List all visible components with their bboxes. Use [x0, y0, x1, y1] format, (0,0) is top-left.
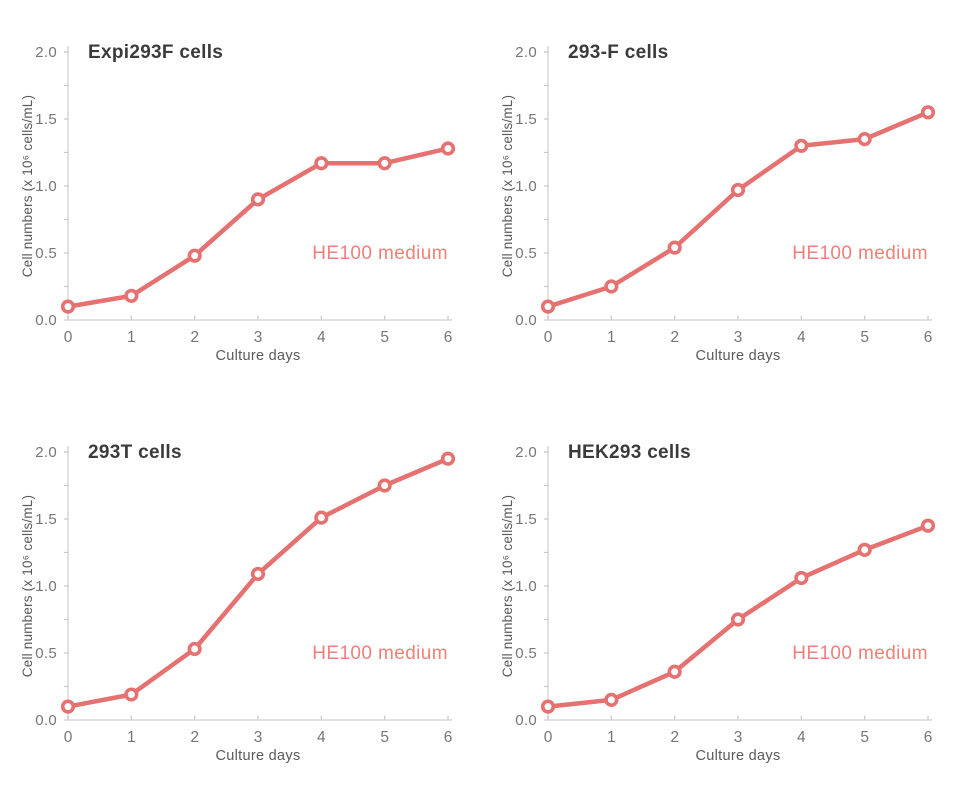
chart-293t-cells: 0.0 0.5 1.0 1.5 2.0 0 1 2 3 4 5 6 293T cells Cell n…	[0, 400, 480, 800]
medium-annotation: HE100 medium	[312, 243, 448, 264]
svg-text:5: 5	[860, 329, 869, 346]
svg-text:4: 4	[797, 729, 806, 746]
chart-title: 293T cells	[88, 442, 182, 463]
svg-text:2: 2	[190, 729, 199, 746]
y-axis-label: Cell numbers (x 10⁶ cells/mL)	[500, 94, 515, 278]
medium-annotation: HE100 medium	[792, 643, 928, 664]
svg-text:2.0: 2.0	[35, 44, 57, 61]
x-axis-label: Culture days	[695, 348, 781, 364]
svg-text:1: 1	[127, 729, 136, 746]
svg-text:1: 1	[607, 729, 616, 746]
svg-text:4: 4	[317, 329, 326, 346]
svg-text:0: 0	[544, 729, 553, 746]
svg-text:3: 3	[734, 329, 743, 346]
svg-text:1.0: 1.0	[35, 178, 57, 195]
svg-text:3: 3	[254, 329, 263, 346]
svg-text:1.5: 1.5	[35, 511, 57, 528]
chart-title: HEK293 cells	[568, 442, 691, 463]
svg-text:1.0: 1.0	[35, 578, 57, 595]
svg-text:2: 2	[670, 329, 679, 346]
svg-text:0.5: 0.5	[35, 245, 57, 262]
svg-text:0.0: 0.0	[515, 312, 537, 329]
svg-text:2.0: 2.0	[515, 444, 537, 461]
svg-text:0.0: 0.0	[35, 312, 57, 329]
svg-text:6: 6	[924, 329, 933, 346]
svg-text:0.5: 0.5	[515, 645, 537, 662]
svg-text:1.5: 1.5	[515, 511, 537, 528]
svg-text:2: 2	[190, 329, 199, 346]
svg-text:5: 5	[380, 329, 389, 346]
svg-text:0: 0	[544, 329, 553, 346]
line-plot: 0.0 0.5 1.0 1.5 2.0 0 1 2 3 4 5 6	[35, 444, 456, 746]
y-axis-label: Cell numbers (x 10⁶ cells/mL)	[20, 94, 35, 278]
svg-text:4: 4	[797, 329, 806, 346]
svg-text:1.0: 1.0	[515, 178, 537, 195]
svg-text:0.5: 0.5	[515, 245, 537, 262]
x-axis-label: Culture days	[215, 348, 301, 364]
svg-text:0: 0	[64, 729, 73, 746]
chart-expi293f-cells: 0.0 0.5 1.0 1.5 2.0 0 1 2 3 4 5 6 Expi293F cells Ce…	[0, 0, 480, 400]
x-axis-label: Culture days	[215, 748, 301, 764]
svg-text:0.0: 0.0	[515, 712, 537, 729]
svg-text:0.5: 0.5	[35, 645, 57, 662]
line-plot: 0.0 0.5 1.0 1.5 2.0 0 1 2 3 4 5 6	[515, 444, 936, 746]
svg-text:3: 3	[254, 729, 263, 746]
svg-text:2.0: 2.0	[35, 444, 57, 461]
svg-text:1.0: 1.0	[515, 578, 537, 595]
chart-title: Expi293F cells	[88, 42, 224, 63]
svg-text:5: 5	[860, 729, 869, 746]
svg-text:0: 0	[64, 329, 73, 346]
chart-293-f-cells: 0.0 0.5 1.0 1.5 2.0 0 1 2 3 4 5 6 293-F cells Cell …	[480, 0, 960, 400]
svg-text:3: 3	[734, 729, 743, 746]
chart-hek293-cells: 0.0 0.5 1.0 1.5 2.0 0 1 2 3 4 5 6 HEK293 cells Cell…	[480, 400, 960, 800]
svg-text:4: 4	[317, 729, 326, 746]
x-axis-label: Culture days	[695, 748, 781, 764]
svg-text:6: 6	[924, 729, 933, 746]
medium-annotation: HE100 medium	[792, 243, 928, 264]
medium-annotation: HE100 medium	[312, 643, 448, 664]
svg-text:6: 6	[444, 729, 453, 746]
svg-text:6: 6	[444, 329, 453, 346]
svg-text:5: 5	[380, 729, 389, 746]
svg-text:1.5: 1.5	[515, 111, 537, 128]
chart-title: 293-F cells	[568, 42, 669, 63]
svg-text:1.5: 1.5	[35, 111, 57, 128]
svg-text:2: 2	[670, 729, 679, 746]
svg-text:1: 1	[607, 329, 616, 346]
svg-text:2.0: 2.0	[515, 44, 537, 61]
line-plot: 0.0 0.5 1.0 1.5 2.0 0 1 2 3 4 5 6	[515, 44, 936, 346]
svg-text:1: 1	[127, 329, 136, 346]
y-axis-label: Cell numbers (x 10⁶ cells/mL)	[20, 494, 35, 678]
svg-text:0.0: 0.0	[35, 712, 57, 729]
y-axis-label: Cell numbers (x 10⁶ cells/mL)	[500, 494, 515, 678]
line-plot: 0.0 0.5 1.0 1.5 2.0 0 1 2 3 4 5 6	[35, 44, 456, 346]
